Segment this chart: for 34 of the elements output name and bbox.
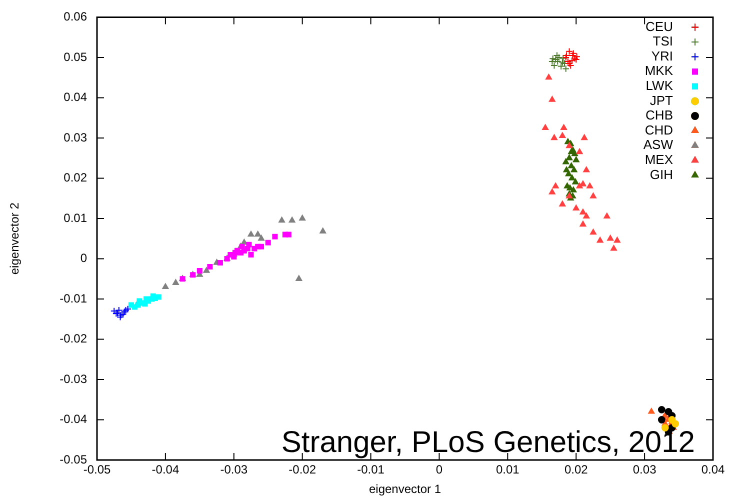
y-tick-label: -0.02 <box>60 332 88 346</box>
x-tick-label: -0.01 <box>357 462 385 477</box>
legend-label: MKK <box>644 63 674 78</box>
y-tick-label: 0.06 <box>64 10 88 24</box>
y-tick-label: -0.04 <box>60 412 88 426</box>
x-tick-label: 0 <box>436 462 443 477</box>
x-tick-label: 0.03 <box>632 462 657 477</box>
legend-label: LWK <box>646 78 674 93</box>
legend-label: YRI <box>651 48 673 64</box>
legend-label: MEX <box>644 152 674 167</box>
x-tick-label: 0.02 <box>564 462 588 477</box>
annotation: Stranger, PLoS Genetics, 2012 <box>281 426 695 459</box>
legend-label: TSI <box>652 34 673 49</box>
x-tick-label: 0.01 <box>496 462 520 477</box>
x-tick-label: -0.04 <box>152 462 180 477</box>
legend-label: CEU <box>646 18 673 34</box>
y-tick-label: 0 <box>80 251 88 266</box>
legend-label: CHD <box>644 122 673 138</box>
legend-label: GIH <box>650 166 673 182</box>
y-tick-label: -0.01 <box>60 291 88 306</box>
y-tick-label: 0.03 <box>64 130 88 144</box>
y-tick-label: -0.03 <box>60 372 88 386</box>
y-tick-label: 0.05 <box>64 50 88 64</box>
y-tick-label: 0.01 <box>64 210 88 225</box>
legend-label: JPT <box>650 92 674 108</box>
y-tick-label: 0.02 <box>64 170 88 185</box>
y-axis-title: eigenvector 2 <box>8 202 22 275</box>
x-axis-title: eigenvector 1 <box>368 482 442 496</box>
legend-label: CHB <box>646 108 673 123</box>
y-tick-label: 0.04 <box>64 90 88 104</box>
x-tick-label: -0.03 <box>220 462 248 477</box>
legend-label: ASW <box>643 137 674 152</box>
x-tick-label: -0.02 <box>288 462 316 477</box>
x-tick-label: 0.04 <box>701 462 725 477</box>
